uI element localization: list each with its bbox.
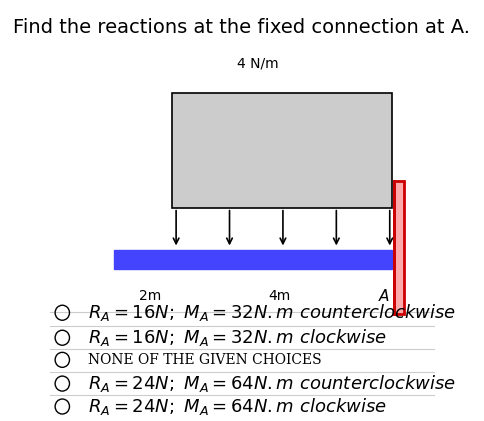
Bar <box>172 93 392 208</box>
Text: A: A <box>378 289 389 304</box>
Text: NONE OF THE GIVEN CHOICES: NONE OF THE GIVEN CHOICES <box>88 353 322 367</box>
Text: 2m: 2m <box>139 289 161 303</box>
Bar <box>114 250 392 269</box>
Bar <box>394 181 404 314</box>
Text: 4m: 4m <box>269 289 291 303</box>
Text: $R_A = 24N;\ M_A = 64N.m\ clockwise$: $R_A = 24N;\ M_A = 64N.m\ clockwise$ <box>88 396 387 417</box>
Text: $R_A = 24N;\ M_A = 64N.m\ counterclockwise$: $R_A = 24N;\ M_A = 64N.m\ counterclockwi… <box>88 373 456 394</box>
Text: $R_A = 16N;\ M_A = 32N.m\ counterclockwise$: $R_A = 16N;\ M_A = 32N.m\ counterclockwi… <box>88 302 456 323</box>
Text: 4 N/m: 4 N/m <box>237 56 279 70</box>
Text: $R_A = 16N;\ M_A = 32N.m\ clockwise$: $R_A = 16N;\ M_A = 32N.m\ clockwise$ <box>88 327 387 348</box>
Text: Find the reactions at the fixed connection at A.: Find the reactions at the fixed connecti… <box>14 18 470 37</box>
